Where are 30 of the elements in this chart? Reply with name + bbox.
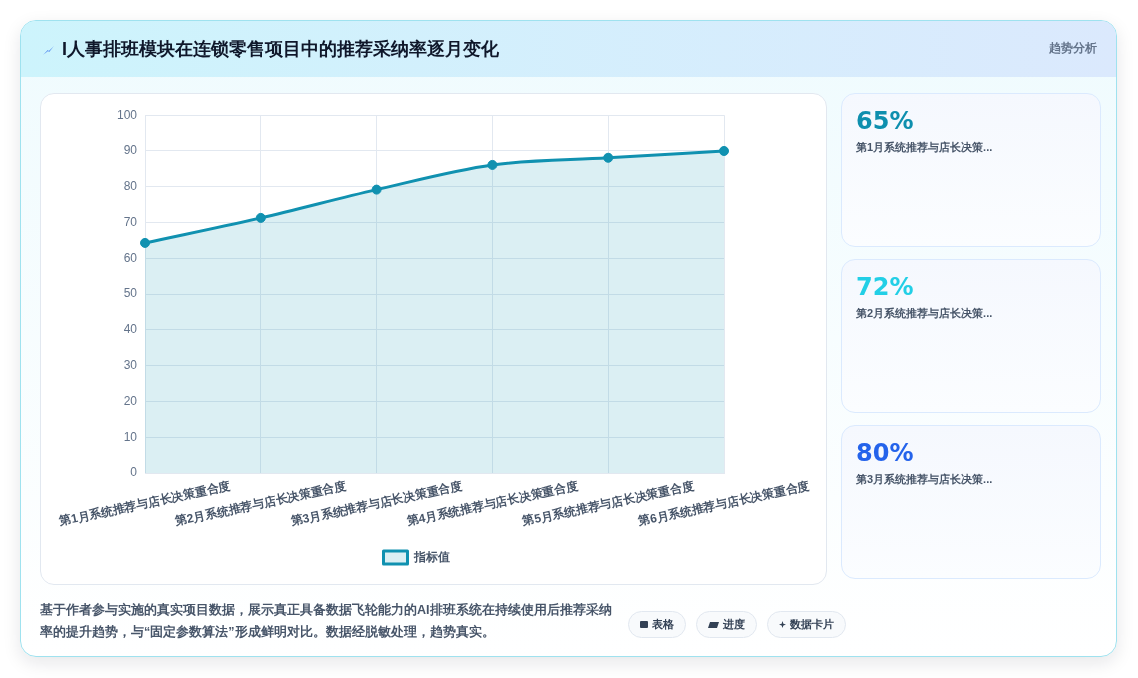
text: 数据卡片: [790, 617, 834, 632]
legend-label: 指标值: [412, 549, 450, 564]
point: [719, 145, 729, 156]
point: [603, 152, 614, 163]
text: 基于作者参与实施的真实项目数据，展示真正具备数据飞轮能力的AI排班系统在持续使用后推荐采纳率的提升趋势，与“固定参数算法”形成鲜明对比。数据经脱敏处理，趋势真实。: [40, 602, 613, 641]
point: [371, 184, 382, 195]
point: [255, 212, 266, 223]
point: [487, 159, 498, 170]
text: 表格: [652, 617, 674, 632]
text: 第1月系统推荐与店长决策...: [856, 140, 994, 155]
y-tick-label: 60: [123, 250, 138, 265]
text: 第3月系统推荐与店长决策...: [856, 472, 994, 487]
text: 进度: [723, 617, 745, 632]
y-tick-label: 50: [123, 286, 138, 301]
text: 趋势分析: [1049, 40, 1097, 56]
y-tick-label: 80: [123, 179, 138, 194]
text: 72%: [856, 272, 915, 302]
y-tick-label: 70: [123, 214, 138, 229]
point: [140, 237, 151, 248]
chart-title: I人事排班模块在连锁零售项目中的推荐采纳率逐月变化: [62, 38, 500, 61]
y-tick-label: 90: [123, 143, 138, 158]
y-tick-label: 0: [130, 465, 138, 480]
y-tick-label: 10: [123, 429, 138, 444]
y-tick-label: 30: [123, 357, 138, 372]
y-tick-label: 20: [123, 393, 138, 408]
y-tick-label: 100: [116, 107, 138, 122]
y-tick-label: 40: [123, 322, 138, 337]
text: 第2月系统推荐与店长决策...: [856, 306, 994, 321]
text: 65%: [856, 106, 915, 136]
text: 80%: [856, 438, 915, 468]
